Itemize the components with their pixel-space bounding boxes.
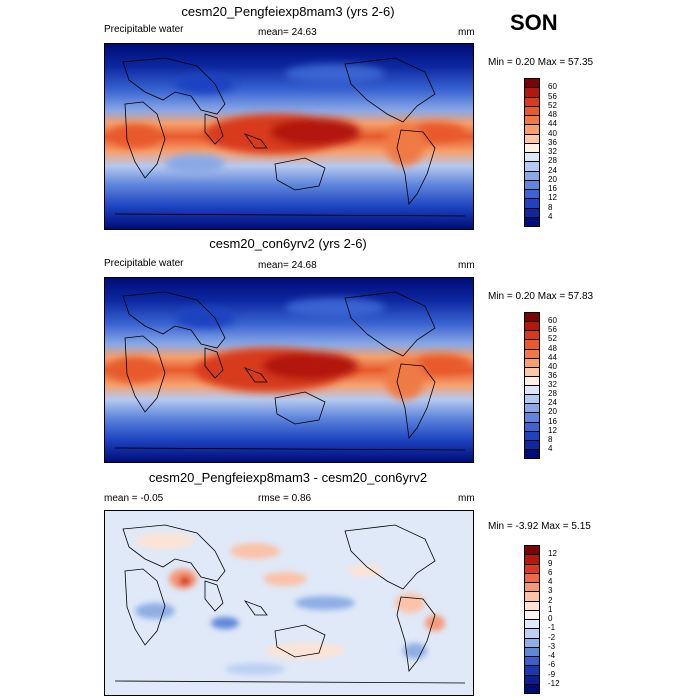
- panel-1-title: cesm20_Pengfeiexp8mam3 (yrs 2-6): [181, 4, 395, 19]
- colorbar-level-label: 44: [548, 352, 557, 362]
- colorbar-level-label: 60: [548, 82, 557, 92]
- panel-2-title: cesm20_con6yrv2 (yrs 2-6): [209, 236, 367, 251]
- colorbar-swatch: [524, 448, 540, 459]
- colorbar-level-label: 9: [548, 558, 553, 568]
- colorbar-level-label: 6: [548, 567, 553, 577]
- colorbar-level-label: 12: [548, 549, 557, 559]
- colorbar-level-label: 24: [548, 398, 557, 408]
- colorbar-level-label: 44: [548, 119, 557, 129]
- colorbar-level-label: 52: [548, 334, 557, 344]
- colorbar-level-label: 20: [548, 174, 557, 184]
- colorbar-level-label: 36: [548, 370, 557, 380]
- panel-1-field-plot: [105, 44, 473, 229]
- colorbar-level-label: 52: [548, 100, 557, 110]
- panel-1-units-label: mm: [458, 27, 475, 38]
- colorbar-level-label: 36: [548, 137, 557, 147]
- colorbar-level-label: 12: [548, 193, 557, 203]
- panel-1-map: [104, 43, 474, 230]
- panel-2-min-max-stats: Min = 0.20 Max = 57.83: [488, 291, 594, 302]
- panel-2-variable-label: Precipitable water: [104, 258, 184, 269]
- colorbar-level-label: 40: [548, 128, 557, 138]
- colorbar-level-label: 12: [548, 425, 557, 435]
- colorbar-swatch: [524, 683, 540, 694]
- panel-1-mean-label: mean= 24.63: [258, 27, 317, 38]
- colorbar-level-label: 4: [548, 443, 553, 453]
- colorbar-swatch: [524, 216, 540, 227]
- colorbar-level-label: 16: [548, 184, 557, 193]
- colorbar-level-label: 4: [548, 577, 553, 586]
- colorbar-level-label: 28: [548, 389, 557, 399]
- panel-3-mean-label: mean = -0.05: [104, 493, 164, 504]
- colorbar-level-label: 24: [548, 165, 557, 175]
- colorbar-level-label: 48: [548, 343, 557, 353]
- colorbar-level-label: 20: [548, 407, 557, 417]
- colorbar-level-label: -1: [548, 623, 556, 633]
- colorbar-level-label: 32: [548, 380, 557, 389]
- colorbar-level-label: 60: [548, 316, 557, 326]
- colorbar-level-label: -4: [548, 651, 556, 660]
- panel-2-field-plot: [105, 278, 473, 462]
- colorbar-level-label: 1: [548, 604, 553, 614]
- panel-2-colorbar: 60 56 52 48 44 40 36 32 28 24 20 16 12 8 4: [524, 312, 584, 459]
- colorbar-level-label: 3: [548, 586, 553, 596]
- panel-2-units-label: mm: [458, 260, 475, 271]
- colorbar-level-label: 16: [548, 416, 557, 426]
- panel-3-map: [104, 510, 474, 696]
- panel-2-mean-label: mean= 24.68: [258, 260, 317, 271]
- colorbar-level-label: 32: [548, 147, 557, 156]
- panel-1-min-max-stats: Min = 0.20 Max = 57.35: [488, 57, 594, 68]
- season-label: SON: [510, 10, 558, 35]
- colorbar-level-label: -9: [548, 669, 556, 679]
- colorbar-level-label: 8: [548, 202, 553, 212]
- panel-1-colorbar: 60 56 52 48 44 40 36 32 28 24 20 16 12 8 4: [524, 78, 584, 227]
- colorbar-level-label: 8: [548, 434, 553, 444]
- panel-3-rmse-label: rmse = 0.86: [258, 493, 312, 504]
- colorbar-level-label: 56: [548, 325, 557, 335]
- colorbar-level-label: 2: [548, 595, 553, 605]
- colorbar-level-label: -3: [548, 641, 556, 651]
- panel-3-colorbar: 12 9 6 4 3 2 1 0 -1 -2 -3 -4 -6 -9 -12: [524, 545, 584, 694]
- panel-3-min-max-stats: Min = -3.92 Max = 5.15: [488, 521, 591, 532]
- colorbar-level-label: 28: [548, 156, 557, 166]
- colorbar-level-label: -12: [548, 678, 560, 688]
- panel-3-difference-plot: [105, 511, 473, 695]
- panel-2-map: [104, 277, 474, 463]
- panel-1-variable-label: Precipitable water: [104, 24, 184, 35]
- panel-3-title: cesm20_Pengfeiexp8mam3 - cesm20_con6yrv2: [148, 470, 428, 485]
- colorbar-level-label: 4: [548, 211, 553, 221]
- colorbar-level-label: -6: [548, 660, 556, 670]
- colorbar-level-label: 0: [548, 614, 553, 623]
- colorbar-level-label: 48: [548, 110, 557, 119]
- colorbar-level-label: 56: [548, 91, 557, 101]
- colorbar-level-label: 40: [548, 361, 557, 371]
- panel-3-units-label: mm: [458, 493, 475, 504]
- colorbar-level-label: -2: [548, 632, 556, 642]
